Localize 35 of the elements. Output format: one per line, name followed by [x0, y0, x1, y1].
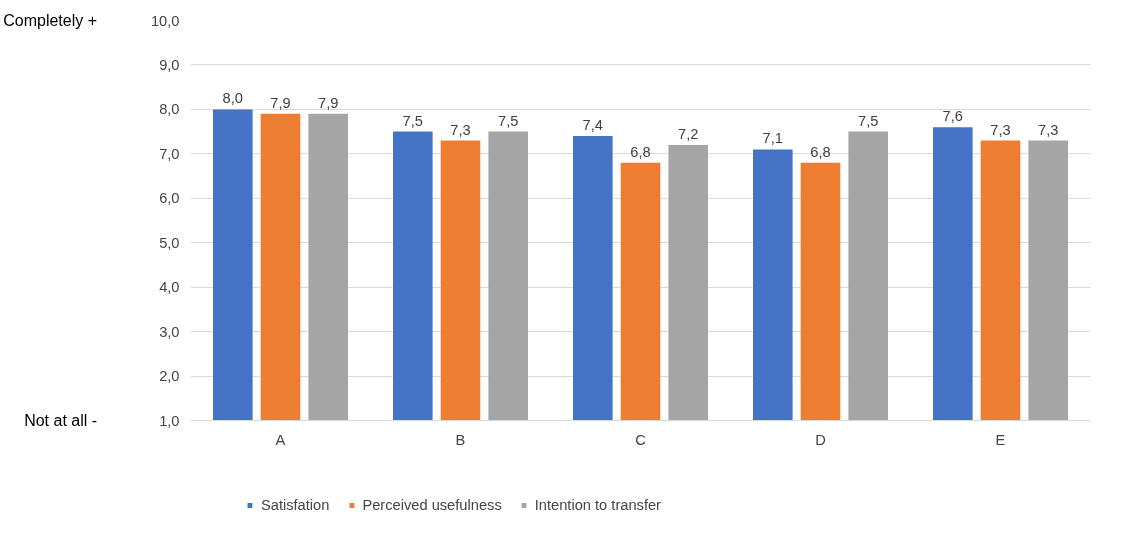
data-label: 7,1 [762, 130, 783, 147]
data-label: 7,3 [1038, 121, 1059, 138]
legend-label: Satisfation [260, 497, 330, 513]
y-tick-label: 5,0 [159, 234, 180, 251]
data-label: 7,2 [678, 125, 699, 142]
y-tick-label: 8,0 [159, 101, 180, 118]
y-tick-label: 4,0 [159, 279, 180, 296]
data-label: 7,5 [402, 112, 423, 129]
y-tick-label: 3,0 [159, 323, 180, 340]
data-label: 7,6 [942, 108, 963, 125]
data-label: 7,5 [858, 112, 879, 129]
data-label: 8,0 [222, 90, 243, 107]
x-tick-label: C [635, 431, 647, 448]
x-tick-label: B [455, 431, 466, 448]
data-label: 6,8 [630, 143, 651, 160]
data-label: 7,9 [318, 94, 339, 111]
data-label: 7,4 [582, 117, 603, 134]
y-tick-label: 1,0 [159, 412, 180, 429]
y-tick-label: 9,0 [159, 56, 180, 73]
legend-label: Perceived usefulness [362, 497, 502, 513]
y-tick-label: 7,0 [159, 145, 180, 162]
x-tick-label: E [995, 431, 1006, 448]
x-tick-label: A [275, 431, 286, 448]
data-label: 7,3 [990, 121, 1011, 138]
x-tick-label: D [815, 431, 826, 448]
data-label: 7,3 [450, 121, 471, 138]
y-tick-label: 10,0 [150, 12, 180, 29]
data-label: 7,5 [498, 112, 519, 129]
data-label: 7,9 [270, 94, 291, 111]
text: Completely + [3, 12, 98, 29]
y-tick-label: 6,0 [159, 190, 180, 207]
legend-label: Intention to transfer [534, 497, 662, 513]
y-tick-label: 2,0 [159, 368, 180, 385]
text: Not at all - [24, 412, 98, 429]
data-label: 6,8 [810, 143, 831, 160]
